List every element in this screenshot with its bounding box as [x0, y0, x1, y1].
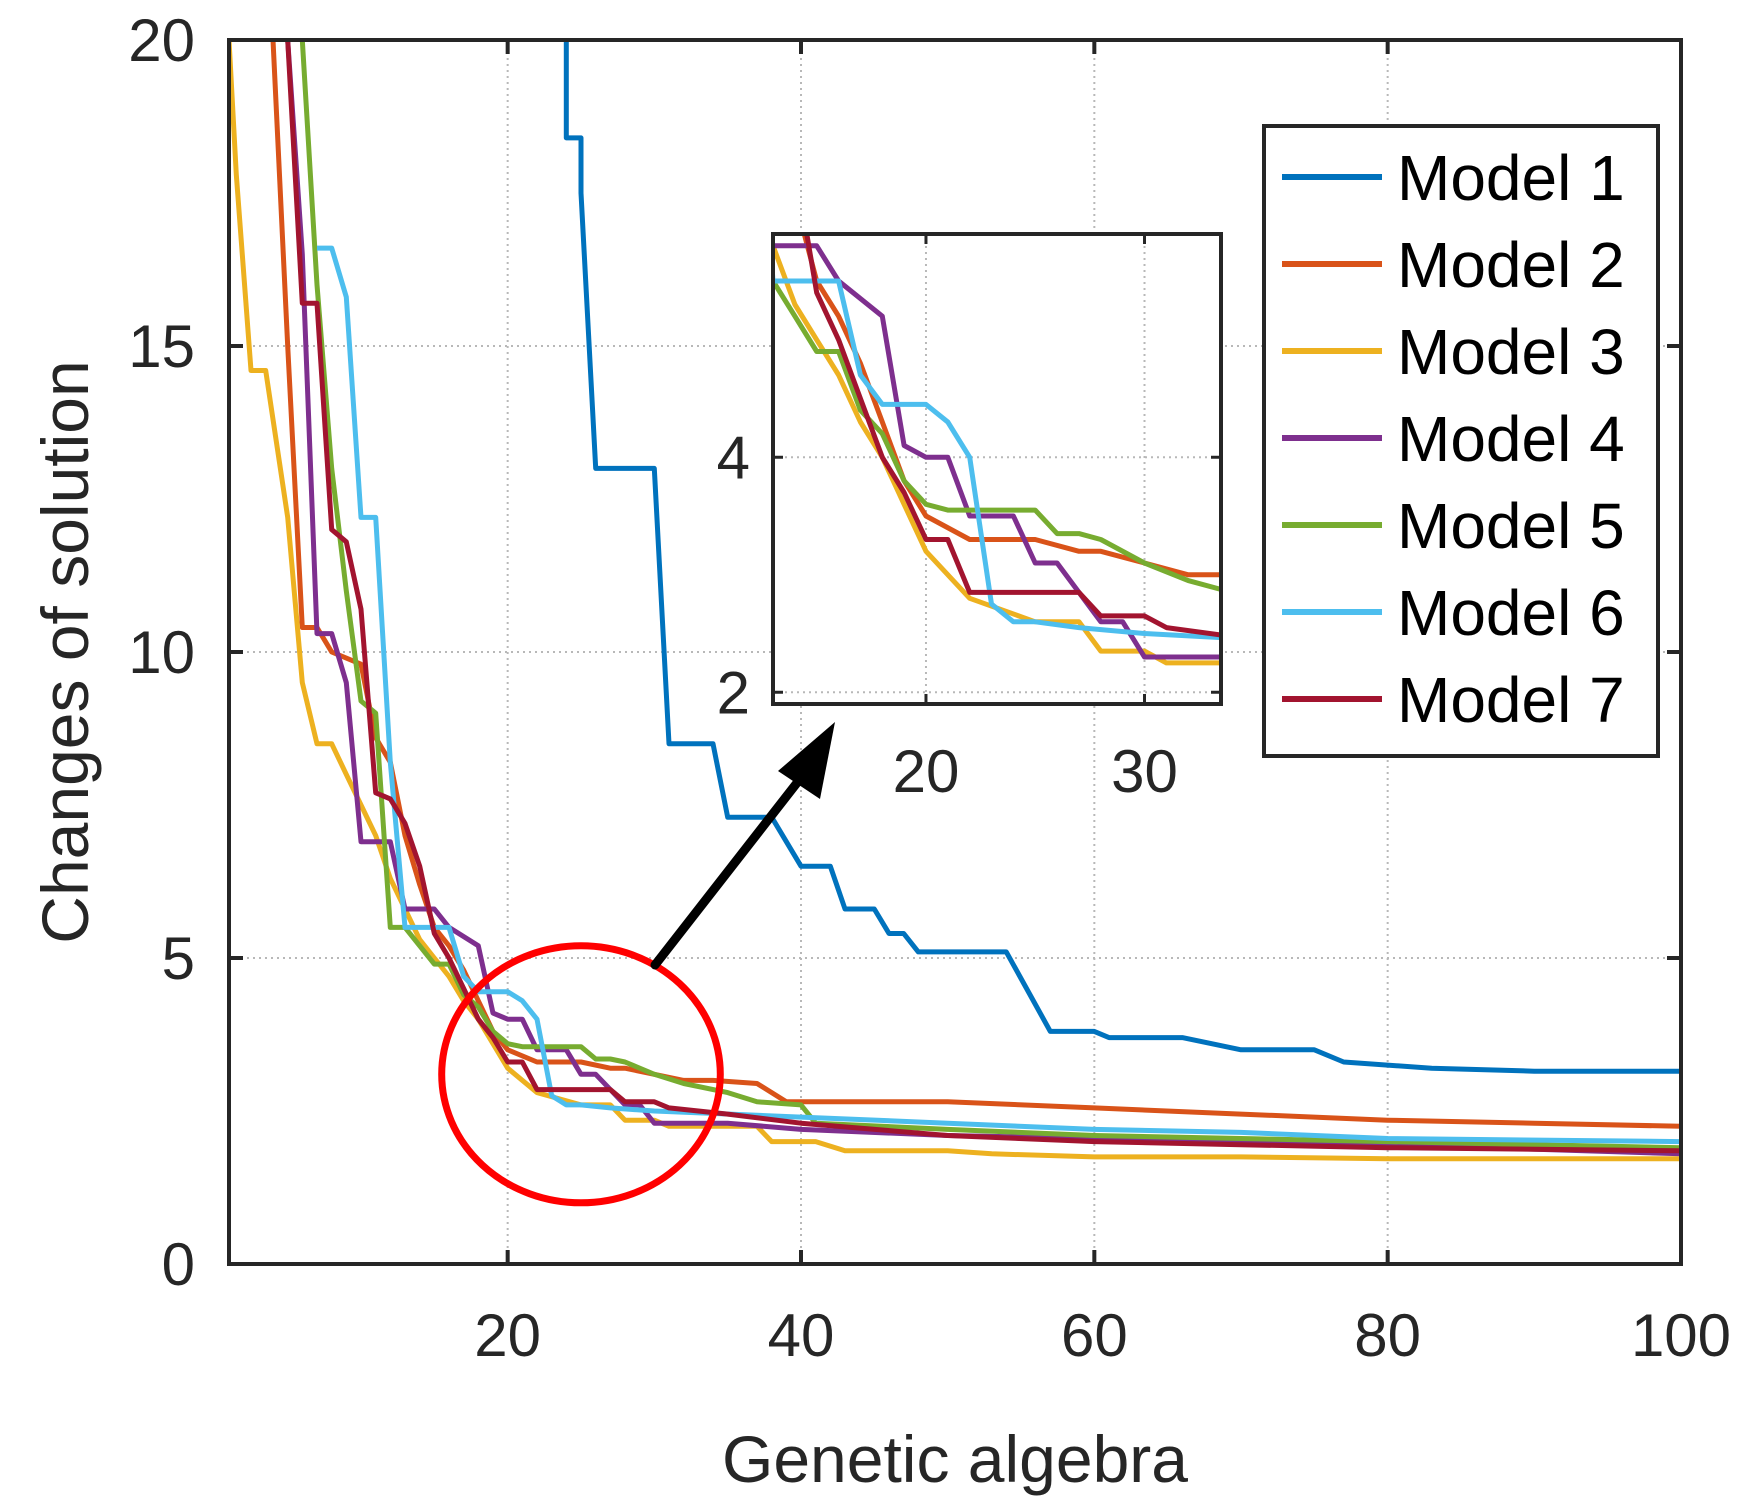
- x-tick-label-2: 60: [1061, 1302, 1128, 1369]
- x-tick-label-0: 20: [474, 1302, 541, 1369]
- legend-label-model-4: Model 4: [1397, 403, 1625, 475]
- inset-series-line-model-6: [773, 244, 1221, 641]
- legend-item-model-2: Model 2: [1282, 229, 1625, 301]
- inset-series-line-model-4: [773, 234, 1221, 660]
- legend-item-model-1: Model 1: [1282, 142, 1625, 214]
- main-ticks: [229, 38, 1683, 1266]
- series-line-model-6: [317, 245, 1681, 1145]
- legend-label-model-7: Model 7: [1397, 664, 1625, 736]
- callout-arrow: [650, 722, 835, 970]
- legend-item-model-6: Model 6: [1282, 577, 1625, 649]
- inset-x-tick-label-1: 30: [1111, 738, 1178, 805]
- series-line-model-5: [299, 40, 1681, 1151]
- legend-item-model-7: Model 7: [1282, 664, 1625, 736]
- x-tick-label-3: 80: [1354, 1302, 1421, 1369]
- inset-series-line-model-2: [801, 234, 1221, 578]
- legend-item-model-5: Model 5: [1282, 490, 1625, 562]
- x-tick-label-4: 100: [1631, 1302, 1731, 1369]
- y-tick-label-4: 20: [128, 7, 195, 74]
- legend-label-model-2: Model 2: [1397, 229, 1625, 301]
- series-line-model-1: [563, 40, 1681, 1074]
- x-tick-label-1: 40: [768, 1302, 835, 1369]
- legend-label-model-3: Model 3: [1397, 316, 1625, 388]
- legend-item-model-4: Model 4: [1282, 403, 1625, 475]
- y-tick-label-0: 0: [162, 1231, 195, 1298]
- series-line-model-4: [285, 40, 1681, 1157]
- y-axis-title: Changes of solution: [28, 360, 102, 943]
- y-tick-label-2: 10: [128, 619, 195, 686]
- legend-item-model-3: Model 3: [1282, 316, 1625, 388]
- legend-label-model-1: Model 1: [1397, 142, 1625, 214]
- inset-y-tick-labels: 24: [717, 424, 750, 726]
- legend-label-model-5: Model 5: [1397, 490, 1625, 562]
- main-series-lines: [229, 40, 1681, 1162]
- inset-plot: 20 30 24: [717, 232, 1223, 805]
- series-line-model-7: [285, 40, 1681, 1154]
- x-tick-labels: 20 40 60 80 100: [474, 1302, 1731, 1369]
- inset-grid: [773, 234, 1221, 704]
- inset-series-lines: [773, 234, 1221, 666]
- highlight-ellipse: [438, 942, 724, 1207]
- inset-ticks: [773, 234, 1221, 704]
- inset-axes-box: [771, 232, 1223, 706]
- y-tick-labels: 0 5 10 15 20: [128, 7, 195, 1298]
- inset-x-tick-labels: 20 30: [893, 738, 1178, 805]
- inset-y-tick-label-1: 4: [717, 424, 750, 491]
- series-line-model-2: [270, 40, 1681, 1129]
- inset-x-tick-label-0: 20: [893, 738, 960, 805]
- x-axis-title: Genetic algebra: [722, 1422, 1188, 1496]
- inset-y-tick-label-0: 2: [717, 659, 750, 726]
- legend: Model 1 Model 2 Model 3 Model 4 Model 5 Model…: [1262, 124, 1660, 758]
- y-tick-label-3: 15: [128, 313, 195, 380]
- legend-items: Model 1 Model 2 Model 3 Model 4 Model 5 Model…: [1282, 142, 1625, 736]
- inset-series-line-model-7: [804, 234, 1221, 638]
- y-tick-label-1: 5: [162, 925, 195, 992]
- inset-series-line-model-5: [773, 278, 1221, 593]
- legend-label-model-6: Model 6: [1397, 577, 1625, 649]
